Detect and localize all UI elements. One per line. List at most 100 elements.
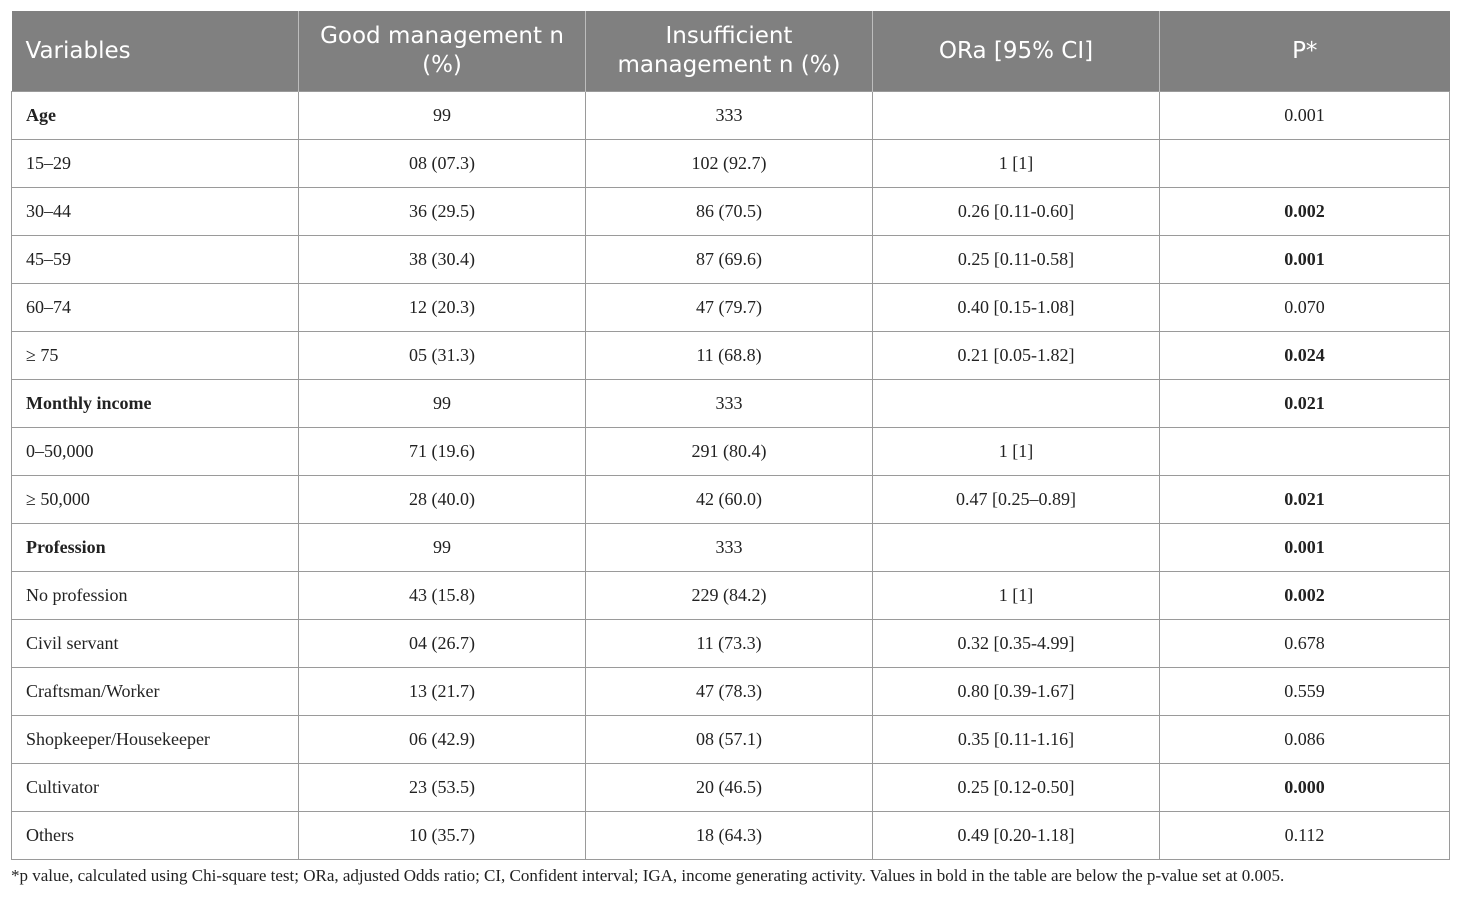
cell-variable: 0–50,000 — [11, 427, 299, 476]
cell-insufficient-management: 18 (64.3) — [585, 811, 873, 860]
table-group-row: Monthly income 99 333 0.021 — [11, 379, 1450, 428]
cell-variable: Shopkeeper/Housekeeper — [11, 715, 299, 764]
cell-good-management: 36 (29.5) — [298, 187, 586, 236]
cell-variable: Profession — [11, 523, 299, 572]
cell-p-value: 0.070 — [1159, 283, 1450, 332]
table-row: 0–50,000 71 (19.6) 291 (80.4) 1 [1] — [11, 427, 1450, 476]
cell-variable: 30–44 — [11, 187, 299, 236]
cell-good-management: 43 (15.8) — [298, 571, 586, 620]
cell-good-management: 71 (19.6) — [298, 427, 586, 476]
cell-insufficient-management: 86 (70.5) — [585, 187, 873, 236]
cell-p-value: 0.112 — [1159, 811, 1450, 860]
cell-p-value: 0.001 — [1159, 523, 1450, 572]
cell-insufficient-management: 20 (46.5) — [585, 763, 873, 812]
cell-good-management: 38 (30.4) — [298, 235, 586, 284]
cell-insufficient-management: 47 (79.7) — [585, 283, 873, 332]
cell-variable: Others — [11, 811, 299, 860]
header-variables: Variables — [11, 11, 299, 92]
cell-ora-ci: 0.26 [0.11-0.60] — [872, 187, 1160, 236]
table-row: No profession 43 (15.8) 229 (84.2) 1 [1] 0.0… — [11, 571, 1450, 620]
cell-good-management: 28 (40.0) — [298, 475, 586, 524]
cell-p-value: 0.678 — [1159, 619, 1450, 668]
cell-p-value: 0.002 — [1159, 571, 1450, 620]
cell-variable: Civil servant — [11, 619, 299, 668]
cell-ora-ci — [872, 91, 1160, 140]
cell-good-management: 06 (42.9) — [298, 715, 586, 764]
cell-ora-ci — [872, 379, 1160, 428]
cell-good-management: 04 (26.7) — [298, 619, 586, 668]
cell-ora-ci: 0.21 [0.05-1.82] — [872, 331, 1160, 380]
cell-variable: ≥ 50,000 — [11, 475, 299, 524]
table-row: ≥ 50,000 28 (40.0) 42 (60.0) 0.47 [0.25–0.8… — [11, 475, 1450, 524]
cell-insufficient-management: 11 (68.8) — [585, 331, 873, 380]
cell-ora-ci: 1 [1] — [872, 571, 1160, 620]
cell-ora-ci — [872, 523, 1160, 572]
cell-p-value — [1159, 427, 1450, 476]
table-row: 60–74 12 (20.3) 47 (79.7) 0.40 [0.15-1.08] 0… — [11, 283, 1450, 332]
cell-ora-ci: 0.40 [0.15-1.08] — [872, 283, 1160, 332]
results-table: Variables Good management n (%) Insuffic… — [11, 11, 1450, 860]
cell-insufficient-management: 47 (78.3) — [585, 667, 873, 716]
cell-p-value: 0.024 — [1159, 331, 1450, 380]
cell-variable: ≥ 75 — [11, 331, 299, 380]
cell-variable: No profession — [11, 571, 299, 620]
cell-p-value: 0.021 — [1159, 379, 1450, 428]
cell-variable: Craftsman/Worker — [11, 667, 299, 716]
cell-variable: 60–74 — [11, 283, 299, 332]
cell-p-value: 0.001 — [1159, 91, 1450, 140]
cell-ora-ci: 1 [1] — [872, 427, 1160, 476]
cell-p-value: 0.000 — [1159, 763, 1450, 812]
cell-good-management: 10 (35.7) — [298, 811, 586, 860]
table-body: Age 99 333 0.001 15–29 08 (07.3) 102 (92.7) 1 [… — [11, 91, 1450, 860]
header-ora-ci: ORa [95% CI] — [872, 11, 1160, 92]
cell-good-management: 99 — [298, 379, 586, 428]
table-row: 15–29 08 (07.3) 102 (92.7) 1 [1] — [11, 139, 1450, 188]
table-row: Civil servant 04 (26.7) 11 (73.3) 0.32 [0.3… — [11, 619, 1450, 668]
cell-insufficient-management: 333 — [585, 91, 873, 140]
cell-p-value: 0.002 — [1159, 187, 1450, 236]
cell-ora-ci: 0.35 [0.11-1.16] — [872, 715, 1160, 764]
cell-insufficient-management: 42 (60.0) — [585, 475, 873, 524]
cell-ora-ci: 1 [1] — [872, 139, 1160, 188]
cell-good-management: 23 (53.5) — [298, 763, 586, 812]
cell-good-management: 13 (21.7) — [298, 667, 586, 716]
table-row: Shopkeeper/Housekeeper 06 (42.9) 08 (57.1)… — [11, 715, 1450, 764]
table-row: 45–59 38 (30.4) 87 (69.6) 0.25 [0.11-0.58] 0… — [11, 235, 1450, 284]
cell-ora-ci: 0.49 [0.20-1.18] — [872, 811, 1160, 860]
cell-insufficient-management: 102 (92.7) — [585, 139, 873, 188]
cell-variable: Age — [11, 91, 299, 140]
table-row: 30–44 36 (29.5) 86 (70.5) 0.26 [0.11-0.60] 0… — [11, 187, 1450, 236]
cell-insufficient-management: 333 — [585, 379, 873, 428]
table-group-row: Age 99 333 0.001 — [11, 91, 1450, 140]
cell-p-value — [1159, 139, 1450, 188]
cell-variable: Cultivator — [11, 763, 299, 812]
cell-insufficient-management: 229 (84.2) — [585, 571, 873, 620]
table-footnote: *p value, calculated using Chi-square te… — [11, 866, 1285, 885]
cell-insufficient-management: 333 — [585, 523, 873, 572]
cell-variable: Monthly income — [11, 379, 299, 428]
header-insufficient-management: Insufficient management n (%) — [585, 11, 873, 92]
cell-good-management: 99 — [298, 91, 586, 140]
header-p-value: P* — [1159, 11, 1450, 92]
cell-p-value: 0.021 — [1159, 475, 1450, 524]
cell-ora-ci: 0.80 [0.39-1.67] — [872, 667, 1160, 716]
header-good-management: Good management n (%) — [298, 11, 586, 92]
cell-ora-ci: 0.47 [0.25–0.89] — [872, 475, 1160, 524]
cell-p-value: 0.001 — [1159, 235, 1450, 284]
cell-good-management: 99 — [298, 523, 586, 572]
cell-ora-ci: 0.25 [0.11-0.58] — [872, 235, 1160, 284]
cell-ora-ci: 0.32 [0.35-4.99] — [872, 619, 1160, 668]
cell-insufficient-management: 87 (69.6) — [585, 235, 873, 284]
table-row: Cultivator 23 (53.5) 20 (46.5) 0.25 [0.12-0… — [11, 763, 1450, 812]
table-row: Others 10 (35.7) 18 (64.3) 0.49 [0.20-1.18]… — [11, 811, 1450, 860]
cell-good-management: 05 (31.3) — [298, 331, 586, 380]
header-row: Variables Good management n (%) Insuffic… — [11, 11, 1450, 92]
cell-variable: 15–29 — [11, 139, 299, 188]
cell-insufficient-management: 08 (57.1) — [585, 715, 873, 764]
cell-insufficient-management: 11 (73.3) — [585, 619, 873, 668]
cell-good-management: 12 (20.3) — [298, 283, 586, 332]
cell-ora-ci: 0.25 [0.12-0.50] — [872, 763, 1160, 812]
table-row: Craftsman/Worker 13 (21.7) 47 (78.3) 0.80 [… — [11, 667, 1450, 716]
cell-insufficient-management: 291 (80.4) — [585, 427, 873, 476]
table-group-row: Profession 99 333 0.001 — [11, 523, 1450, 572]
